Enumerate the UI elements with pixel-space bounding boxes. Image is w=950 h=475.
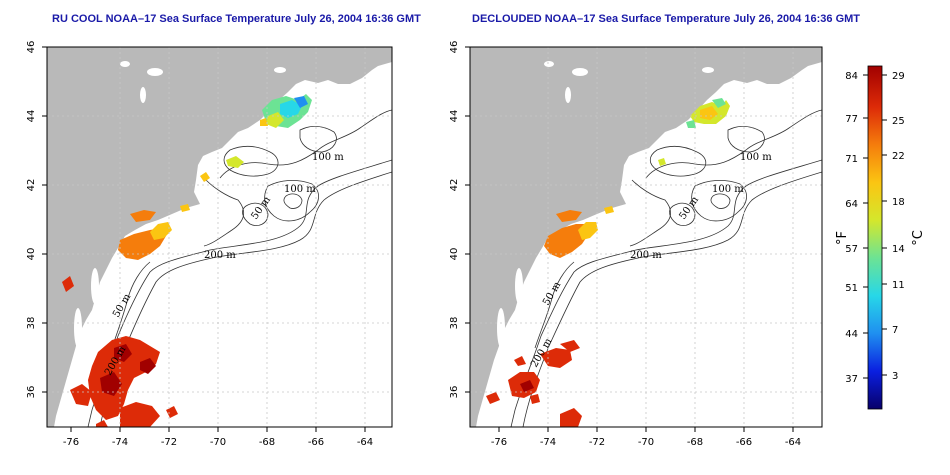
fahrenheit-tick-label: 37 xyxy=(845,374,858,385)
lat-tick-label: 42 xyxy=(449,179,460,192)
lon-tick-label: -76 xyxy=(63,437,79,448)
left-sst-data xyxy=(62,94,312,427)
celsius-tick-label: 14 xyxy=(892,244,905,255)
lon-tick-label: -72 xyxy=(589,437,605,448)
lat-tick-label: 40 xyxy=(26,248,37,261)
left-map-frame xyxy=(46,46,393,428)
lon-tick-label: -68 xyxy=(687,437,703,448)
lon-tick-label: -72 xyxy=(161,437,177,448)
right-map-title: DECLOUDED NOAA–17 Sea Surface Temperatur… xyxy=(472,13,861,25)
lon-tick-label: -64 xyxy=(357,437,373,448)
lake xyxy=(572,68,588,76)
bay xyxy=(74,308,82,348)
fahrenheit-tick-label: 44 xyxy=(845,329,858,340)
celsius-tick-label: 11 xyxy=(892,280,905,291)
lake xyxy=(274,67,286,73)
right-grid xyxy=(470,47,822,427)
celsius-tick-label: 7 xyxy=(892,325,898,336)
right-land xyxy=(470,47,822,427)
lon-tick-label: -76 xyxy=(491,437,507,448)
colorbar-gradient xyxy=(867,65,883,410)
lake xyxy=(120,61,130,67)
lon-tick-label: -70 xyxy=(210,437,226,448)
contour-label: 100 m xyxy=(712,184,744,195)
lon-tick-label: -74 xyxy=(112,437,128,448)
left-map: 100 m 100 m 50 m 200 m 50 m 200 m -76 -7… xyxy=(26,41,393,448)
fahrenheit-tick-label: 77 xyxy=(845,114,858,125)
celsius-tick-label: 29 xyxy=(892,71,905,82)
lat-tick-label: 38 xyxy=(26,317,37,330)
lake xyxy=(147,68,163,76)
contour-label: 100 m xyxy=(312,152,344,163)
celsius-tick-label: 25 xyxy=(892,116,905,127)
lat-tick-label: 36 xyxy=(449,386,460,399)
bay xyxy=(497,308,505,348)
lon-tick-label: -68 xyxy=(259,437,275,448)
contour-label: 100 m xyxy=(740,152,772,163)
lake xyxy=(702,67,714,73)
fahrenheit-tick-label: 84 xyxy=(845,71,858,82)
lake xyxy=(140,87,146,103)
bay xyxy=(515,268,523,304)
lon-tick-label: -64 xyxy=(785,437,801,448)
lat-tick-label: 40 xyxy=(449,248,460,261)
lon-tick-label: -66 xyxy=(736,437,752,448)
right-map: 100 m 100 m 50 m 200 m 50 m 200 m -76 -7… xyxy=(449,41,823,448)
colorbar-ticks xyxy=(863,74,887,379)
left-map-title: RU COOL NOAA–17 Sea Surface Temperature … xyxy=(52,13,421,25)
contour-label: 100 m xyxy=(284,184,316,195)
contour-label: 200 m xyxy=(630,250,662,261)
lon-tick-label: -74 xyxy=(540,437,556,448)
lake xyxy=(544,61,554,67)
right-tick-marks xyxy=(465,46,794,432)
fahrenheit-tick-label: 64 xyxy=(845,199,858,210)
lon-tick-label: -70 xyxy=(638,437,654,448)
lat-tick-label: 36 xyxy=(26,386,37,399)
bay xyxy=(91,268,99,304)
fahrenheit-tick-label: 57 xyxy=(845,244,858,255)
left-grid xyxy=(47,47,392,427)
celsius-tick-label: 18 xyxy=(892,197,905,208)
celsius-tick-label: 3 xyxy=(892,371,898,382)
celsius-unit-label: °C xyxy=(911,230,926,246)
lat-tick-label: 46 xyxy=(449,41,460,54)
lat-tick-label: 42 xyxy=(26,179,37,192)
celsius-tick-label: 22 xyxy=(892,151,905,162)
lat-tick-label: 44 xyxy=(26,110,37,123)
fahrenheit-tick-label: 71 xyxy=(845,154,858,165)
contour-label: 200 m xyxy=(204,250,236,261)
lat-tick-label: 38 xyxy=(449,317,460,330)
lat-tick-label: 44 xyxy=(449,110,460,123)
colorbar: 84 77 71 64 57 51 44 37 29 25 22 18 14 1… xyxy=(835,65,926,410)
left-tick-marks xyxy=(42,46,366,432)
lat-tick-label: 46 xyxy=(26,41,37,54)
lon-tick-label: -66 xyxy=(308,437,324,448)
fahrenheit-unit-label: °F xyxy=(835,231,850,245)
lake xyxy=(565,87,571,103)
left-land xyxy=(47,47,392,427)
fahrenheit-tick-label: 51 xyxy=(845,283,858,294)
